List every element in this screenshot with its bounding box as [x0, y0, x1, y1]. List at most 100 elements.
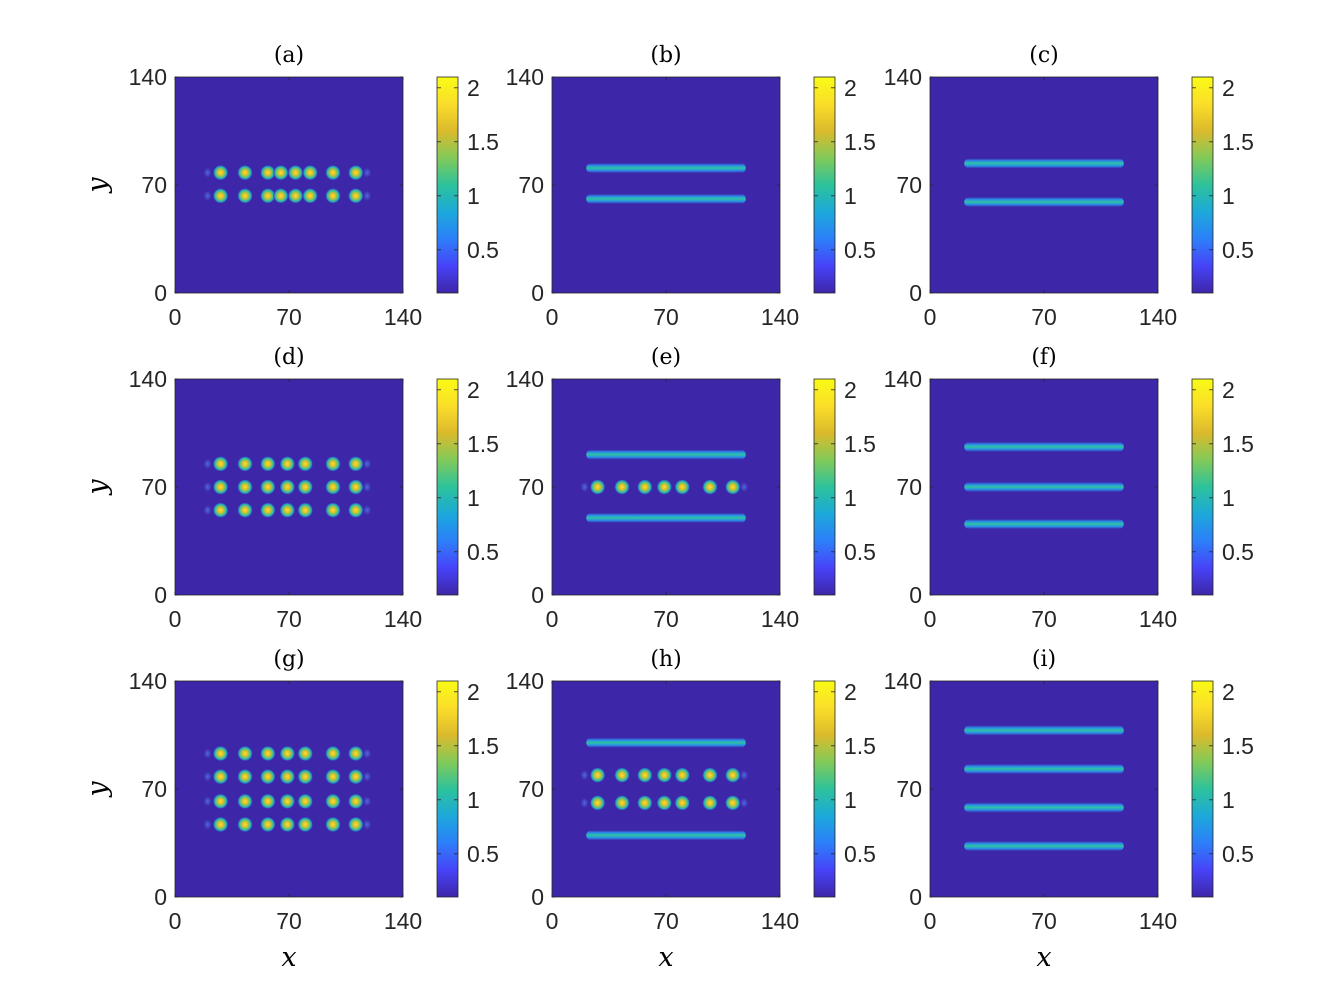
stripe: [964, 519, 1124, 530]
colorbar-tick-label: 0.5: [467, 237, 499, 263]
spot: [325, 188, 341, 204]
spot: [725, 795, 741, 811]
spot: [213, 793, 229, 809]
panel-title: (g): [273, 647, 304, 672]
heatmap-content: [964, 158, 1124, 207]
spot: [674, 479, 690, 495]
spot: [348, 502, 364, 518]
x-tick-label: 140: [761, 606, 799, 632]
spot: [260, 769, 276, 785]
y-tick-label: 0: [531, 884, 544, 910]
colorbar-tick-label: 1: [1222, 787, 1235, 813]
y-axis-label: y: [82, 781, 113, 798]
spot: [237, 816, 253, 832]
stripe: [964, 196, 1124, 207]
spot: [325, 769, 341, 785]
spot: [348, 746, 364, 762]
colorbar-tick-label: 1.5: [1222, 431, 1254, 457]
x-tick-label: 0: [546, 304, 559, 330]
spot: [302, 188, 318, 204]
spot: [297, 456, 313, 472]
x-tick-label: 70: [1031, 908, 1057, 934]
colorbar-tick-label: 0.5: [1222, 539, 1254, 565]
spot: [273, 165, 289, 181]
y-tick-label: 140: [129, 366, 167, 392]
edge-blob: [580, 770, 589, 781]
stripe: [586, 163, 746, 174]
colorbar-tick-label: 0.5: [1222, 237, 1254, 263]
spot: [213, 188, 229, 204]
spot: [297, 769, 313, 785]
spot: [674, 767, 690, 783]
edge-blob: [203, 458, 212, 469]
x-tick-label: 70: [1031, 304, 1057, 330]
edge-blob: [740, 770, 749, 781]
x-axis-label: x: [658, 942, 673, 973]
spot: [702, 767, 718, 783]
edge-blob: [203, 190, 212, 201]
heatmap-content: [964, 725, 1124, 852]
x-tick-label: 140: [1139, 606, 1177, 632]
stripe: [586, 193, 746, 204]
colorbar-tick-label: 1: [844, 787, 857, 813]
spot: [213, 165, 229, 181]
colorbar-tick-label: 1: [467, 787, 480, 813]
spot: [725, 767, 741, 783]
colorbar-tick-label: 1.5: [1222, 129, 1254, 155]
edge-blob: [203, 167, 212, 178]
spot: [237, 793, 253, 809]
colorbar: [813, 76, 836, 294]
x-tick-label: 140: [1139, 304, 1177, 330]
spot: [325, 793, 341, 809]
colorbar-tick-label: 0.5: [1222, 841, 1254, 867]
stripe: [964, 802, 1124, 813]
spot: [656, 767, 672, 783]
panel-h: (h) 0 70 140 0 70 140 0.5 1 1.5 2: [506, 647, 876, 934]
panel-title: (f): [1031, 345, 1056, 370]
heatmap-background: [930, 681, 1158, 897]
colorbar: [813, 680, 836, 898]
spot: [273, 188, 289, 204]
x-tick-label: 0: [924, 606, 937, 632]
heatmap-background: [175, 681, 403, 897]
edge-blob: [580, 482, 589, 492]
x-tick-label: 140: [1139, 908, 1177, 934]
x-tick-label: 70: [1031, 606, 1057, 632]
panel-d: (d) 0 70 140 0 70 140 0.5 1 1.5 2: [129, 345, 499, 632]
x-tick-label: 0: [924, 908, 937, 934]
edge-blob: [363, 167, 372, 178]
spot: [590, 767, 606, 783]
spot: [260, 479, 276, 495]
stripe: [964, 763, 1124, 774]
panel-a: (a) 0 70 140 0 70 140 0.5 1 1.5 2: [129, 43, 499, 330]
edge-blob: [740, 482, 749, 492]
stripe: [964, 441, 1124, 452]
y-tick-label: 70: [141, 172, 167, 198]
x-tick-label: 140: [761, 908, 799, 934]
heatmap-background: [552, 77, 780, 293]
panel-i: (i) 0 70 140 0 70 140 0.5 1 1.5 2: [884, 647, 1254, 934]
spot: [348, 188, 364, 204]
spot: [213, 769, 229, 785]
spot: [279, 502, 295, 518]
colorbar-tick-label: 1.5: [844, 733, 876, 759]
colorbar-tick-label: 2: [1222, 377, 1235, 403]
spot: [279, 456, 295, 472]
x-tick-label: 70: [276, 304, 302, 330]
x-tick-label: 0: [169, 908, 182, 934]
edge-blob: [363, 190, 372, 201]
x-tick-label: 140: [384, 304, 422, 330]
spot: [614, 767, 630, 783]
colorbar-tick-label: 1.5: [844, 431, 876, 457]
y-tick-label: 70: [896, 474, 922, 500]
colorbar-tick-label: 2: [1222, 679, 1235, 705]
spot: [348, 479, 364, 495]
x-axis-label: x: [281, 942, 296, 973]
colorbar-tick-label: 1.5: [1222, 733, 1254, 759]
stripe: [586, 737, 746, 748]
spot: [260, 188, 276, 204]
panels: (a) 0 70 140 0 70 140 0.5 1 1.5 2 (b) 0 70 140 0 70 140 0.…: [129, 43, 1254, 934]
spot: [702, 479, 718, 495]
panel-c: (c) 0 70 140 0 70 140 0.5 1 1.5 2: [884, 43, 1254, 330]
colorbar-tick-label: 1: [467, 485, 480, 511]
